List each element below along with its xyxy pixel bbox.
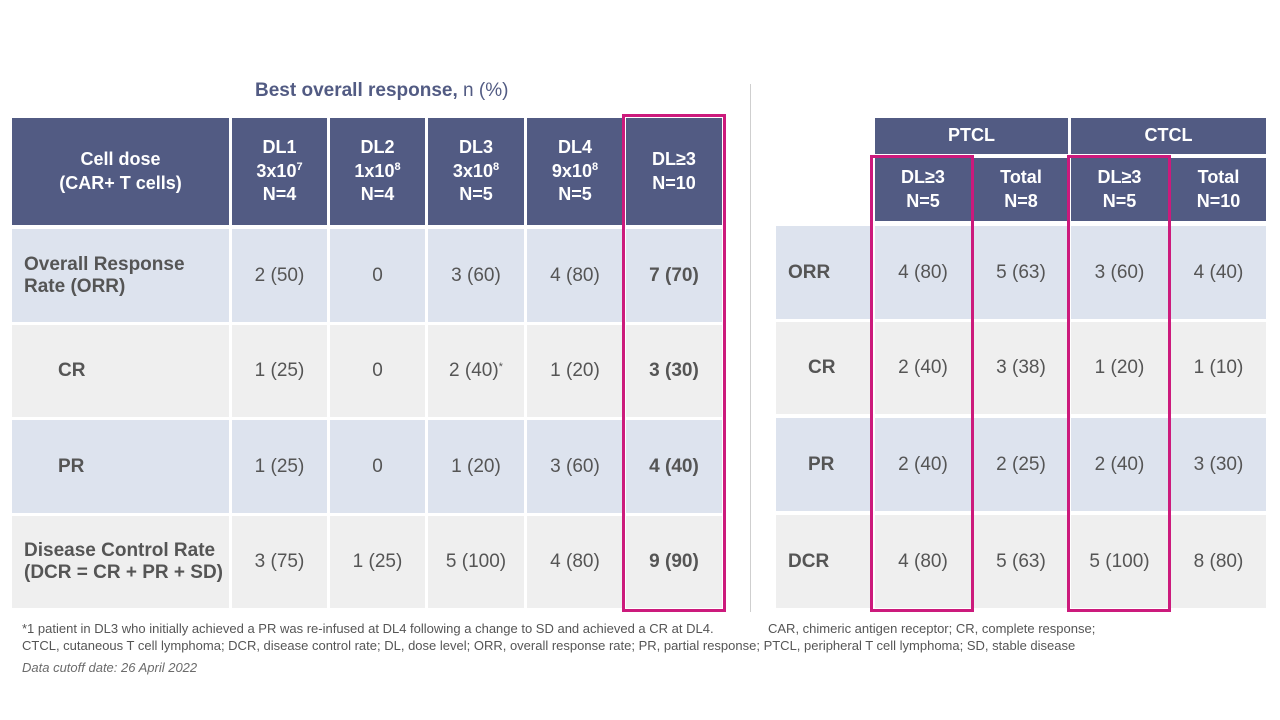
- footnote-dl3: *1 patient in DL3 who initially achieved…: [22, 621, 714, 636]
- right-row-label-pr: PR: [776, 418, 872, 511]
- col-n: N=5: [558, 184, 592, 205]
- right-pr-ctcl-dl: 2 (40): [1071, 418, 1168, 511]
- row-label-cr: CR: [12, 325, 229, 417]
- cr-dl2: 0: [330, 325, 425, 417]
- header-dl2: DL2 1x108 N=4: [330, 118, 425, 225]
- orr-dl1: 2 (50): [232, 229, 327, 322]
- pr-dl2: 0: [330, 420, 425, 513]
- pr-dl1: 1 (25): [232, 420, 327, 513]
- highlight-box-dl-ge3: [622, 114, 726, 612]
- dcr-dl1: 3 (75): [232, 516, 327, 608]
- col-n: N=10: [652, 172, 696, 193]
- col-n: N=4: [360, 184, 395, 205]
- header-ctcl-dl-ge3: DL≥3 N=5: [1071, 158, 1168, 221]
- col-label: DL1: [262, 137, 297, 158]
- right-row-label-dcr: DCR: [776, 515, 872, 608]
- footnote-abbrev-2: CTCL, cutaneous T cell lymphoma; DCR, di…: [22, 638, 1076, 653]
- cr-dl1: 1 (25): [232, 325, 327, 417]
- dcr-dl2: 1 (25): [330, 516, 425, 608]
- data-cutoff-date: Data cutoff date: 26 April 2022: [22, 660, 198, 675]
- col-label: DL≥3: [652, 149, 696, 170]
- orr-dl3: 3 (60): [428, 229, 524, 322]
- right-dcr-ptcl-dl: 4 (80): [875, 515, 971, 608]
- right-pr-ptcl-total: 2 (25): [974, 418, 1068, 511]
- right-cr-ctcl-total: 1 (10): [1171, 322, 1266, 414]
- right-row-label-cr: CR: [776, 322, 872, 414]
- pr-dl3: 1 (20): [428, 420, 524, 513]
- highlight-box-ptcl-dl-ge3: [870, 155, 974, 612]
- right-dcr-ctcl-dl: 5 (100): [1071, 515, 1168, 608]
- right-cr-ptcl-total: 3 (38): [974, 322, 1068, 414]
- footnote-abbrev-1: CAR, chimeric antigen receptor; CR, comp…: [768, 621, 1096, 636]
- header-ctcl-total: Total N=10: [1171, 158, 1266, 221]
- group-header-ctcl: CTCL: [1071, 118, 1266, 154]
- cr-dl-ge3: 3 (30): [626, 325, 722, 417]
- col-label: DL2: [360, 137, 395, 158]
- title-rest: n (%): [457, 80, 509, 101]
- pr-dl4: 3 (60): [527, 420, 623, 513]
- row-label-dcr: Disease Control Rate (DCR = CR + PR + SD): [12, 516, 229, 608]
- header-ptcl-total: Total N=8: [974, 158, 1068, 221]
- left-table-title: Best overall response, n (%): [255, 80, 508, 102]
- header-cell-dose-line1: Cell dose: [80, 149, 161, 170]
- header-cell-dose: Cell dose (CAR+ T cells): [12, 118, 229, 225]
- cr-dl4: 1 (20): [527, 325, 623, 417]
- title-bold: Best overall response,: [255, 80, 458, 101]
- right-dcr-ctcl-total: 8 (80): [1171, 515, 1266, 608]
- cr-dl3: 2 (40) *: [428, 325, 524, 417]
- header-dl4: DL4 9x108 N=5: [527, 118, 623, 225]
- col-n: N=4: [262, 184, 297, 205]
- right-cr-ptcl-dl: 2 (40): [875, 322, 971, 414]
- orr-dl4: 4 (80): [527, 229, 623, 322]
- header-dl-ge3: DL≥3 N=10: [626, 118, 722, 225]
- right-dcr-ptcl-total: 5 (63): [974, 515, 1068, 608]
- header-cell-dose-line2: (CAR+ T cells): [59, 172, 182, 193]
- group-header-ptcl: PTCL: [875, 118, 1068, 154]
- header-dl1: DL1 3x107 N=4: [232, 118, 327, 225]
- row-label-orr: Overall Response Rate (ORR): [12, 229, 229, 322]
- row-label-pr: PR: [12, 420, 229, 513]
- right-orr-ctcl-total: 4 (40): [1171, 226, 1266, 319]
- right-pr-ctcl-total: 3 (30): [1171, 418, 1266, 511]
- col-dose: 9x108: [551, 160, 599, 181]
- col-dose: 3x107: [256, 160, 303, 181]
- col-label: DL3: [458, 137, 493, 158]
- col-dose: 3x108: [452, 160, 500, 181]
- right-row-label-orr: ORR: [776, 226, 872, 319]
- dcr-dl3: 5 (100): [428, 516, 524, 608]
- right-pr-ptcl-dl: 2 (40): [875, 418, 971, 511]
- col-dose: 1x108: [354, 160, 401, 181]
- dcr-dl4: 4 (80): [527, 516, 623, 608]
- footnote-marker: *: [498, 361, 503, 373]
- right-cr-ctcl-dl: 1 (20): [1071, 322, 1168, 414]
- header-ptcl-dl-ge3: DL≥3 N=5: [875, 158, 971, 221]
- orr-dl-ge3: 7 (70): [626, 229, 722, 322]
- vertical-divider: [750, 84, 751, 612]
- pr-dl-ge3: 4 (40): [626, 420, 722, 513]
- right-orr-ptcl-dl: 4 (80): [875, 226, 971, 319]
- right-orr-ptcl-total: 5 (63): [974, 226, 1068, 319]
- right-orr-ctcl-dl: 3 (60): [1071, 226, 1168, 319]
- col-label: DL4: [557, 137, 592, 158]
- header-dl3: DL3 3x108 N=5: [428, 118, 524, 225]
- col-n: N=5: [459, 184, 493, 205]
- highlight-box-ctcl-dl-ge3: [1067, 155, 1171, 612]
- dcr-dl-ge3: 9 (90): [626, 516, 722, 608]
- orr-dl2: 0: [330, 229, 425, 322]
